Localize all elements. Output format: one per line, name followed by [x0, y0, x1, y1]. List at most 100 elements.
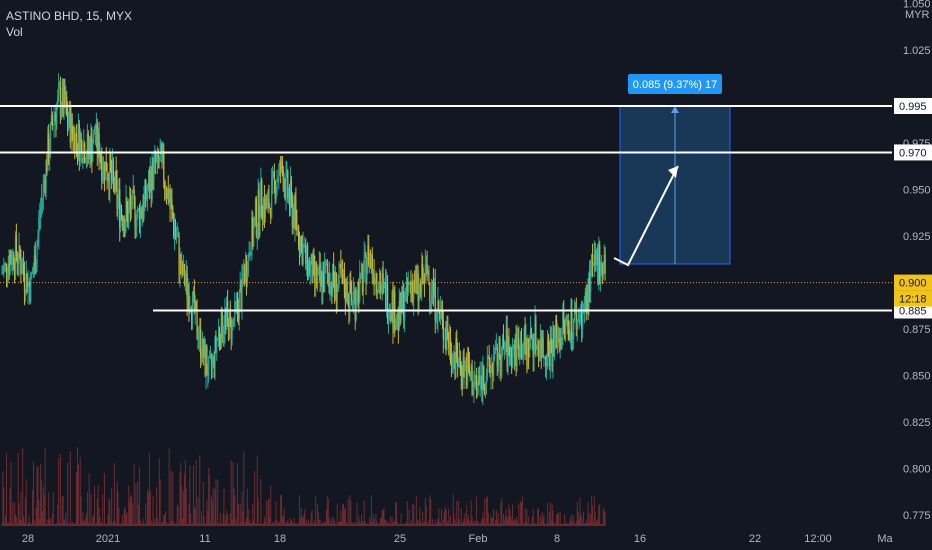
volume-bar	[27, 523, 29, 526]
volume-bar	[46, 523, 48, 526]
volume-bar	[362, 522, 364, 526]
time-axis[interactable]: 28 2021 11 18 25 Feb 8 16 22 12:00 Ma	[22, 533, 894, 545]
candle-body	[391, 291, 393, 320]
candle-body	[451, 366, 453, 368]
volume-bar	[460, 507, 462, 526]
volume-bar	[504, 515, 506, 526]
candle-body	[87, 133, 89, 153]
candle-body	[127, 208, 129, 227]
candle-body	[367, 245, 369, 264]
volume-bar	[298, 523, 300, 526]
candle-body	[16, 254, 18, 264]
candle-body	[209, 356, 212, 358]
volume-bar	[474, 521, 476, 526]
volume-bar	[421, 523, 423, 526]
candle-body	[587, 291, 589, 311]
candle-body	[198, 338, 200, 340]
candle-body	[545, 356, 547, 367]
volume-bar	[14, 502, 16, 526]
candle-body	[188, 291, 190, 311]
volume-bar	[405, 523, 407, 526]
volume-bar	[29, 521, 31, 526]
candle-body	[484, 384, 486, 395]
candle-body	[53, 115, 55, 125]
candle-body	[386, 282, 389, 320]
projection-arrow[interactable]	[613, 165, 679, 267]
candle-body	[576, 319, 578, 330]
volume-bar	[98, 507, 100, 526]
candle-body	[10, 254, 12, 264]
candle-body	[213, 356, 215, 367]
candle-body	[139, 208, 142, 227]
symbol-title[interactable]: ASTINO BHD, 15, MYX	[6, 9, 133, 23]
horizontal-lines[interactable]	[0, 104, 892, 312]
candle-body	[267, 198, 269, 200]
candle-body	[555, 319, 558, 348]
candle-body	[25, 273, 27, 292]
candle-body	[442, 319, 444, 339]
volume-bar	[143, 523, 145, 526]
candle-body	[508, 338, 510, 348]
volume-bar	[74, 524, 76, 526]
candle-body	[246, 273, 248, 283]
volume-bar	[415, 496, 417, 526]
candle-body	[492, 366, 494, 376]
volume-bar	[7, 522, 9, 526]
candle-body	[593, 254, 595, 264]
volume-bar	[483, 518, 485, 526]
price-axis[interactable]: MYR 0.7750.8000.8250.8500.8750.9250.9500…	[892, 0, 932, 528]
volume-bar	[334, 523, 336, 526]
volume-bar	[316, 523, 318, 526]
candle-body	[74, 133, 76, 153]
x-tick-label: 16	[634, 533, 646, 545]
volume-bar	[556, 514, 558, 526]
candle-body	[423, 273, 426, 283]
candle-body	[284, 180, 286, 199]
candle-body	[268, 198, 270, 209]
candle-body	[457, 356, 459, 367]
volume-bar	[181, 486, 183, 526]
candle-body	[262, 198, 265, 218]
candle-body	[94, 133, 97, 135]
x-tick-label: 2021	[96, 533, 120, 545]
candle-body	[147, 189, 149, 199]
volume-bar	[317, 512, 319, 526]
candle-body	[462, 356, 464, 385]
volume-bar	[119, 523, 121, 526]
price-range-measure[interactable]: 0.085 (9.37%) 17	[619, 73, 731, 265]
candle-body	[372, 273, 374, 275]
volume-bar	[592, 522, 594, 526]
volume-bar	[305, 523, 307, 526]
candle-body	[353, 291, 355, 293]
candle-body	[30, 273, 32, 302]
volume-bar	[394, 520, 396, 526]
price-badge	[894, 97, 932, 114]
candle-body	[329, 291, 331, 293]
candle-body	[483, 366, 485, 385]
candle-body	[117, 198, 119, 209]
volume-bar	[171, 520, 173, 526]
candle-body	[141, 208, 143, 218]
volume-bar	[176, 504, 178, 526]
candle-body	[251, 217, 253, 255]
volume-bar	[377, 523, 379, 526]
candle-body	[157, 152, 159, 162]
candle-body	[516, 338, 518, 367]
candle-body	[247, 254, 249, 274]
volume-bar	[124, 506, 126, 526]
volume-bar	[226, 510, 228, 526]
volume-bar	[199, 455, 201, 526]
volume-bar	[234, 495, 236, 526]
candle-body	[283, 180, 285, 190]
volume-bar	[223, 488, 225, 526]
candle-body	[269, 208, 271, 210]
candle-body	[382, 273, 384, 283]
volume-bar	[441, 509, 443, 526]
volume-indicator-label[interactable]: Vol	[6, 25, 23, 39]
candle-body	[493, 347, 496, 357]
candle-body	[421, 264, 423, 292]
candle-body	[335, 273, 337, 302]
volume-bar	[228, 523, 229, 526]
volume-bar	[454, 519, 456, 526]
